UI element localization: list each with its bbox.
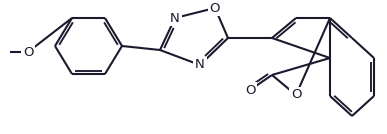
Text: N: N [195, 59, 205, 72]
Text: O: O [245, 83, 255, 96]
Text: O: O [210, 1, 220, 14]
Text: N: N [170, 12, 180, 25]
Text: O: O [291, 88, 301, 101]
Text: O: O [23, 46, 33, 59]
